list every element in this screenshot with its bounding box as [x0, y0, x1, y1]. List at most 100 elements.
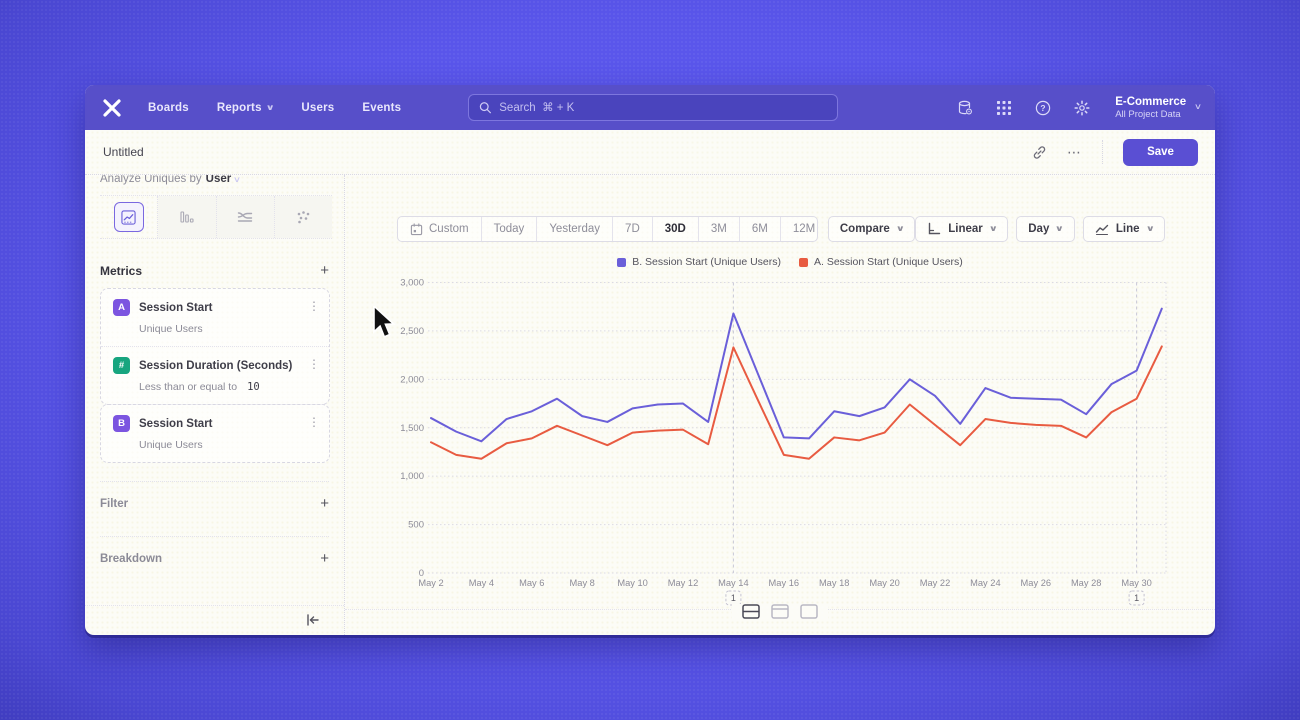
- chevron-down-icon: ∨: [988, 224, 998, 233]
- settings-gear-icon[interactable]: [1074, 99, 1090, 116]
- svg-text:3,000: 3,000: [400, 278, 424, 289]
- divider: [85, 605, 344, 606]
- range-custom-button[interactable]: Custom: [398, 217, 482, 241]
- save-button[interactable]: Save: [1123, 138, 1198, 166]
- kebab-menu-icon[interactable]: ⋮: [308, 357, 320, 371]
- svg-text:May 10: May 10: [617, 578, 648, 588]
- project-switcher[interactable]: E-Commerce All Project Data ∨: [1115, 95, 1202, 121]
- range-3m-button[interactable]: 3M: [699, 217, 740, 241]
- svg-text:May 16: May 16: [769, 578, 800, 588]
- line-chart: 0 500 1,000 1,500 2,000 2,500 3,000 May 2 May 4 M…: [400, 278, 1167, 606]
- chevron-down-icon: ∨: [265, 102, 275, 112]
- metrics-label: Metrics: [100, 263, 143, 278]
- chevron-down-icon: ∨: [1145, 224, 1155, 233]
- metric-subtitle: Unique Users: [139, 323, 203, 335]
- legend-item-b[interactable]: B. Session Start (Unique Users): [617, 256, 781, 268]
- metric-subtitle: Less than or equal to 10: [139, 381, 260, 393]
- svg-text:May 12: May 12: [668, 578, 699, 588]
- range-12m-button[interactable]: 12M: [781, 217, 817, 241]
- tab-metric-chart[interactable]: [274, 196, 332, 238]
- svg-text:1: 1: [1134, 593, 1139, 603]
- layout-chart-view-button[interactable]: [771, 604, 789, 619]
- analyze-uniques-row[interactable]: Analyze Uniques by User ∨: [100, 175, 242, 185]
- scatter-metric-icon: [298, 211, 310, 224]
- flow-sankey-icon: [237, 212, 253, 222]
- project-name: E-Commerce: [1115, 95, 1187, 108]
- range-6m-button[interactable]: 6M: [740, 217, 781, 241]
- search-bar[interactable]: [468, 94, 838, 121]
- top-nav-bar: Boards Reports ∨ Users Events: [85, 85, 1215, 130]
- tab-line-chart[interactable]: [100, 196, 159, 238]
- svg-text:0: 0: [419, 568, 424, 579]
- app-window: Boards Reports ∨ Users Events: [85, 85, 1215, 635]
- range-yesterday-button[interactable]: Yesterday: [537, 217, 614, 241]
- add-filter-button[interactable]: +: [320, 495, 329, 512]
- annotation-badge[interactable]: [1128, 590, 1145, 606]
- metric-card-duration[interactable]: # Session Duration (Seconds) ⋮ Less than…: [101, 346, 329, 404]
- data-management-icon[interactable]: [957, 100, 973, 116]
- chevron-down-icon: ∨: [1055, 224, 1065, 233]
- layout-split-view-button[interactable]: [742, 604, 760, 619]
- report-title: Untitled: [103, 145, 144, 159]
- nav-link-events[interactable]: Events: [362, 101, 402, 114]
- svg-text:May 20: May 20: [869, 578, 900, 588]
- chart-type-dropdown[interactable]: Line ∨: [1082, 216, 1165, 242]
- svg-text:May 6: May 6: [519, 578, 544, 588]
- condition-value[interactable]: 10: [247, 381, 260, 393]
- metric-badge-a: A: [113, 299, 130, 316]
- collapse-sidebar-icon[interactable]: [306, 613, 320, 627]
- svg-text:May 22: May 22: [920, 578, 951, 588]
- interval-dropdown[interactable]: Day ∨: [1016, 216, 1075, 242]
- add-metric-button[interactable]: +: [320, 262, 329, 279]
- help-icon[interactable]: ?: [1035, 100, 1051, 116]
- scale-dropdown[interactable]: Linear ∨: [915, 216, 1009, 242]
- legend-swatch: [799, 257, 808, 267]
- metric-card-group: A Session Start ⋮ Unique Users # Session…: [100, 288, 330, 405]
- kebab-menu-icon[interactable]: ⋮: [308, 299, 320, 313]
- legend-item-a[interactable]: A. Session Start (Unique Users): [799, 256, 963, 268]
- layout-toggle-bar: [345, 604, 1215, 635]
- filter-section: Filter +: [100, 481, 329, 511]
- add-breakdown-button[interactable]: +: [320, 550, 329, 567]
- more-options-icon[interactable]: ⋯: [1067, 143, 1082, 160]
- chart-panel: Custom Today Yesterday 7D 30D 3M 6M 12M …: [345, 175, 1215, 635]
- svg-text:May 24: May 24: [970, 578, 1001, 588]
- chart-legend: B. Session Start (Unique Users) A. Sessi…: [395, 256, 1185, 268]
- range-7d-button[interactable]: 7D: [613, 217, 653, 241]
- svg-text:May 4: May 4: [469, 578, 494, 588]
- metric-title: Session Start: [139, 417, 213, 430]
- nav-links: Boards Reports ∨ Users Events: [148, 102, 401, 114]
- chart-toolbar: Custom Today Yesterday 7D 30D 3M 6M 12M …: [397, 215, 1165, 243]
- metric-badge-hash: #: [113, 357, 130, 374]
- svg-text:?: ?: [1041, 103, 1046, 113]
- bar-chart-icon: [180, 211, 194, 223]
- svg-text:2,500: 2,500: [400, 326, 424, 337]
- tab-flow-chart[interactable]: [216, 196, 275, 238]
- svg-text:1,500: 1,500: [400, 423, 424, 434]
- range-today-button[interactable]: Today: [482, 217, 538, 241]
- metric-card-a[interactable]: A Session Start ⋮ Unique Users: [101, 289, 329, 346]
- tab-bar-chart[interactable]: [158, 196, 217, 238]
- apps-grid-icon[interactable]: [996, 100, 1012, 116]
- nav-link-reports[interactable]: Reports ∨: [216, 101, 275, 114]
- report-title-bar: Untitled ⋯ Save: [85, 130, 1215, 175]
- svg-text:500: 500: [408, 520, 424, 531]
- metric-title: Session Duration (Seconds): [139, 359, 293, 372]
- compare-dropdown[interactable]: Compare ∨: [827, 216, 916, 242]
- annotation-badge[interactable]: [725, 590, 742, 606]
- layout-full-view-button[interactable]: [800, 604, 818, 619]
- nav-link-users[interactable]: Users: [301, 101, 335, 114]
- range-30d-button[interactable]: 30D: [653, 217, 699, 241]
- mixpanel-logo-icon[interactable]: [102, 98, 122, 118]
- metric-card-b[interactable]: B Session Start ⋮ Unique Users: [101, 405, 329, 462]
- kebab-menu-icon[interactable]: ⋮: [308, 415, 320, 429]
- metric-title: Session Start: [139, 301, 213, 314]
- search-icon: [479, 102, 491, 114]
- search-input[interactable]: [499, 101, 827, 114]
- axis-scale-icon: [929, 222, 941, 235]
- chevron-down-icon: ∨: [233, 175, 242, 184]
- svg-text:May 8: May 8: [570, 578, 595, 588]
- share-link-icon[interactable]: [1032, 145, 1047, 160]
- nav-link-boards[interactable]: Boards: [148, 101, 189, 114]
- svg-text:1,000: 1,000: [400, 471, 424, 482]
